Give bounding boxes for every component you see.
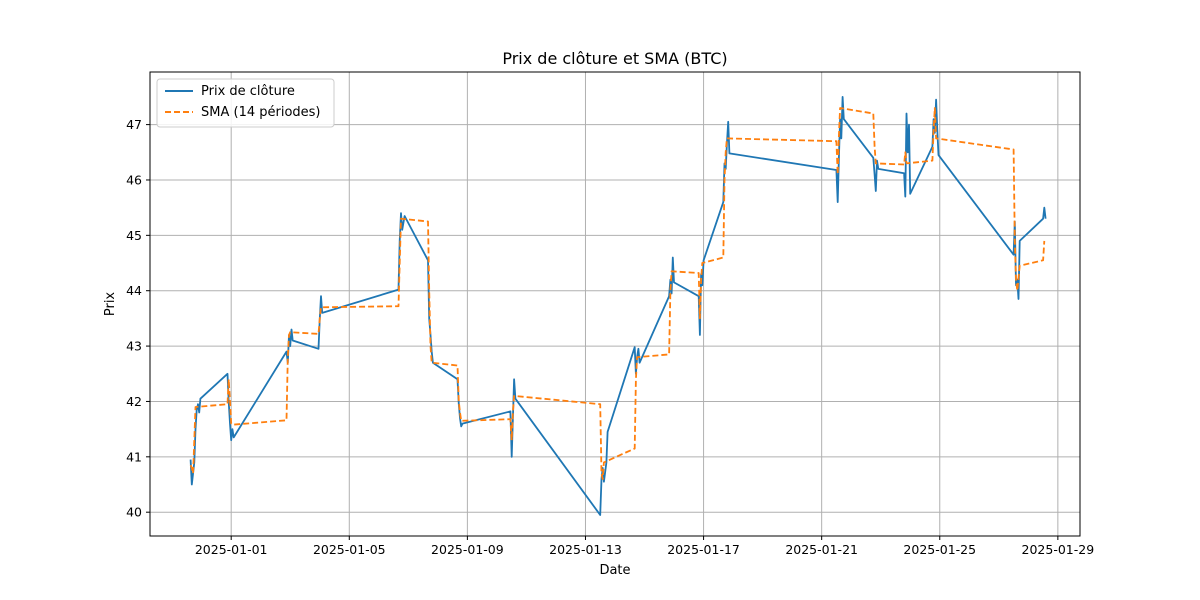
y-tick-label: 44 bbox=[126, 283, 142, 298]
series-line-sma bbox=[189, 107, 1046, 480]
x-tick-label: 2025-01-13 bbox=[549, 542, 622, 557]
legend-box bbox=[156, 78, 335, 128]
y-tick-label: 43 bbox=[126, 339, 142, 354]
legend: Prix de clôture SMA (14 périodes) bbox=[156, 78, 335, 128]
chart-title: Prix de clôture et SMA (BTC) bbox=[502, 49, 727, 68]
x-tick-label: 2025-01-25 bbox=[903, 542, 976, 557]
x-tick-label: 2025-01-21 bbox=[785, 542, 858, 557]
y-tick-label: 46 bbox=[126, 172, 142, 187]
x-axis-label: Date bbox=[599, 563, 630, 578]
legend-label-sma: SMA (14 périodes) bbox=[201, 105, 321, 120]
y-axis-label: Prix bbox=[103, 292, 118, 317]
y-tick-label: 47 bbox=[126, 117, 142, 132]
plot-series bbox=[189, 96, 1047, 516]
grid bbox=[150, 72, 1080, 536]
y-tick-label: 42 bbox=[126, 394, 142, 409]
x-tick-label: 2025-01-09 bbox=[431, 542, 504, 557]
legend-label-close: Prix de clôture bbox=[201, 84, 295, 99]
y-tick-label: 45 bbox=[126, 228, 142, 243]
x-tick-label: 2025-01-01 bbox=[195, 542, 268, 557]
x-tick-label: 2025-01-29 bbox=[1022, 542, 1095, 557]
plot-frame bbox=[149, 71, 1081, 537]
y-tick-label: 40 bbox=[126, 505, 142, 520]
x-tick-label: 2025-01-05 bbox=[313, 542, 386, 557]
y-tick-label: 41 bbox=[126, 449, 142, 464]
axis-ticks: 2025-01-01 2025-01-05 2025-01-09 2025-01-13… bbox=[126, 117, 1094, 557]
x-tick-label: 2025-01-17 bbox=[667, 542, 740, 557]
